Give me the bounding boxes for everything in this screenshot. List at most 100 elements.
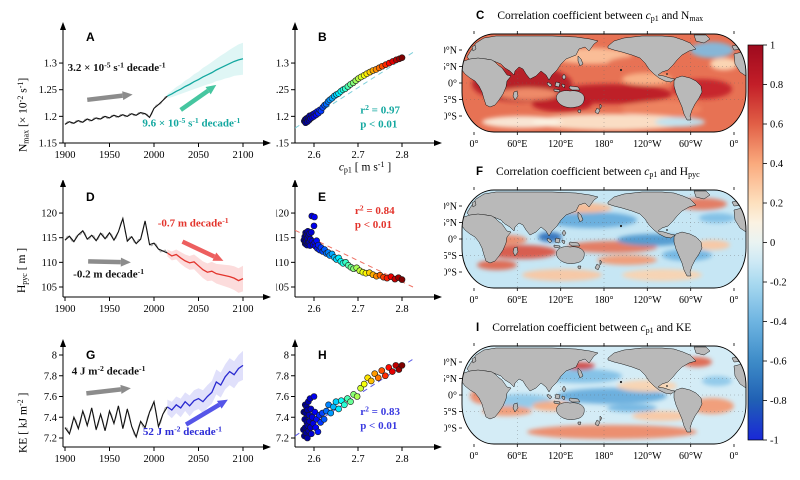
svg-text:p < 0.01: p < 0.01 bbox=[360, 119, 397, 131]
panel-b-xlabel: cp1 [ m s-1 ] bbox=[338, 160, 392, 175]
svg-text:25°N: 25°N bbox=[444, 374, 457, 385]
svg-text:1.15: 1.15 bbox=[39, 139, 57, 150]
svg-text:1950: 1950 bbox=[99, 304, 120, 315]
svg-text:2.8: 2.8 bbox=[395, 150, 408, 161]
svg-text:1.15: 1.15 bbox=[276, 139, 289, 150]
svg-text:7.4: 7.4 bbox=[44, 413, 58, 424]
panel-b-scatter: 2.6 2.7 2.8 1.15 1.2 1.25 1.3 r2 = 0.97 p < 0.01 bbox=[276, 22, 442, 161]
svg-text:120: 120 bbox=[276, 209, 289, 220]
svg-text:2.8: 2.8 bbox=[395, 304, 408, 315]
panel-d-letter: D bbox=[86, 190, 95, 204]
svg-text:7.8: 7.8 bbox=[44, 371, 57, 382]
svg-text:r2 = 0.97: r2 = 0.97 bbox=[360, 103, 400, 117]
svg-text:2.7: 2.7 bbox=[351, 304, 364, 315]
svg-text:50°N: 50°N bbox=[444, 46, 457, 57]
panel-c-letter: C bbox=[476, 10, 485, 22]
svg-text:1900: 1900 bbox=[55, 454, 76, 465]
svg-text:60°E: 60°E bbox=[507, 139, 527, 150]
svg-text:2100: 2100 bbox=[233, 304, 254, 315]
svg-text:-0.6: -0.6 bbox=[770, 357, 787, 368]
svg-text:1.2: 1.2 bbox=[44, 112, 57, 123]
svg-text:1950: 1950 bbox=[99, 150, 120, 161]
svg-text:60°E: 60°E bbox=[507, 295, 527, 306]
colorbar: 1 0.8 0.6 0.4 0.2 0 -0.2 -0.4 -0.6 -0.8 -1 bbox=[747, 41, 787, 447]
svg-text:105: 105 bbox=[276, 283, 289, 294]
panel-a-timeseries: 1900 1950 2000 2050 2100 1.15 1.2 1.25 1.3 3.2 × … bbox=[39, 22, 271, 161]
svg-text:0°: 0° bbox=[730, 139, 739, 150]
svg-text:0.4: 0.4 bbox=[770, 159, 784, 170]
svg-text:2000: 2000 bbox=[144, 304, 165, 315]
svg-text:7.2: 7.2 bbox=[44, 434, 57, 445]
map-f-title: F Correlation coefficient between cp1 and… bbox=[476, 166, 700, 179]
svg-text:2.6: 2.6 bbox=[307, 304, 320, 315]
panel-f-map: 50°N 25°N 0° 25°S 50°S 0° 60°E 120°E 180° 120°W 60… bbox=[444, 187, 747, 306]
panel-h-letter: H bbox=[318, 348, 327, 362]
svg-text:r2 = 0.84: r2 = 0.84 bbox=[355, 204, 395, 218]
svg-text:-0.2 m decade-1: -0.2 m decade-1 bbox=[73, 267, 144, 281]
svg-text:2050: 2050 bbox=[188, 150, 209, 161]
svg-text:50°S: 50°S bbox=[444, 268, 457, 279]
svg-text:2100: 2100 bbox=[233, 454, 254, 465]
svg-text:1900: 1900 bbox=[55, 150, 76, 161]
svg-text:2.6: 2.6 bbox=[307, 150, 320, 161]
svg-text:1.25: 1.25 bbox=[276, 85, 289, 96]
svg-text:50°N: 50°N bbox=[444, 202, 457, 213]
svg-text:115: 115 bbox=[276, 233, 289, 244]
svg-text:0.8: 0.8 bbox=[770, 80, 783, 91]
svg-text:120: 120 bbox=[41, 209, 57, 220]
panel-d-timeseries: 1900 1950 2000 2050 2100 105 110 115 120 -0.7 m d… bbox=[41, 180, 271, 315]
svg-text:2.7: 2.7 bbox=[351, 150, 364, 161]
svg-text:2.7: 2.7 bbox=[351, 454, 364, 465]
svg-text:2100: 2100 bbox=[233, 150, 254, 161]
svg-text:-0.4: -0.4 bbox=[770, 317, 787, 328]
svg-text:7.8: 7.8 bbox=[276, 371, 289, 382]
svg-text:0: 0 bbox=[770, 238, 775, 249]
panel-f-letter: F bbox=[476, 166, 484, 178]
svg-text:2000: 2000 bbox=[144, 454, 165, 465]
svg-text:9.6 × 10-5 s-1 decade-1: 9.6 × 10-5 s-1 decade-1 bbox=[142, 116, 240, 129]
svg-text:0°: 0° bbox=[470, 139, 479, 150]
panel-c-map: 50°N 25°N 0° 25°S 50°S 0° 60°E 120°E 180° 120°W 60… bbox=[444, 31, 747, 150]
svg-text:180°: 180° bbox=[595, 139, 614, 150]
svg-text:7.6: 7.6 bbox=[276, 392, 289, 403]
panel-g-letter: G bbox=[86, 348, 96, 362]
svg-text:120°E: 120°E bbox=[548, 451, 573, 462]
svg-text:-0.8: -0.8 bbox=[770, 396, 787, 407]
svg-text:110: 110 bbox=[42, 258, 57, 269]
panel-e-scatter: 2.6 2.7 2.8 105 110 115 120 r2 = 0.84p < 0.01 bbox=[276, 180, 442, 315]
svg-text:0°: 0° bbox=[730, 295, 739, 306]
svg-text:7.2: 7.2 bbox=[276, 434, 289, 445]
panel-e-letter: E bbox=[318, 190, 327, 204]
panel-a-letter: A bbox=[86, 30, 95, 44]
svg-text:25°S: 25°S bbox=[444, 407, 457, 418]
svg-text:8: 8 bbox=[52, 351, 57, 362]
svg-text:25°S: 25°S bbox=[444, 95, 457, 106]
map-i-title: I Correlation coefficient between cp1 and… bbox=[476, 322, 692, 335]
svg-text:2050: 2050 bbox=[188, 454, 209, 465]
svg-text:1900: 1900 bbox=[55, 304, 76, 315]
svg-text:1.3: 1.3 bbox=[44, 59, 57, 70]
svg-text:0°: 0° bbox=[730, 451, 739, 462]
svg-text:60°E: 60°E bbox=[507, 451, 527, 462]
svg-text:2050: 2050 bbox=[188, 304, 209, 315]
svg-text:7.6: 7.6 bbox=[44, 392, 57, 403]
svg-text:7.4: 7.4 bbox=[276, 413, 290, 424]
svg-text:50°N: 50°N bbox=[444, 358, 457, 369]
svg-text:0°: 0° bbox=[448, 391, 457, 402]
svg-text:1.25: 1.25 bbox=[39, 85, 57, 96]
svg-text:120°W: 120°W bbox=[633, 451, 662, 462]
svg-text:-0.2: -0.2 bbox=[770, 278, 787, 289]
svg-text:60°W: 60°W bbox=[679, 295, 703, 306]
svg-text:1.2: 1.2 bbox=[276, 112, 289, 123]
svg-text:-1: -1 bbox=[770, 436, 779, 447]
svg-text:p < 0.01: p < 0.01 bbox=[360, 420, 397, 432]
svg-text:60°W: 60°W bbox=[679, 451, 703, 462]
svg-text:3.2 × 10-5 s-1 decade-1: 3.2 × 10-5 s-1 decade-1 bbox=[68, 61, 166, 75]
svg-text:8: 8 bbox=[284, 351, 289, 362]
svg-text:r2 = 0.83: r2 = 0.83 bbox=[360, 405, 400, 419]
svg-text:105: 105 bbox=[41, 283, 57, 294]
panel-b-letter: B bbox=[318, 30, 327, 44]
svg-text:0°: 0° bbox=[470, 295, 479, 306]
svg-text:0.6: 0.6 bbox=[770, 120, 783, 131]
